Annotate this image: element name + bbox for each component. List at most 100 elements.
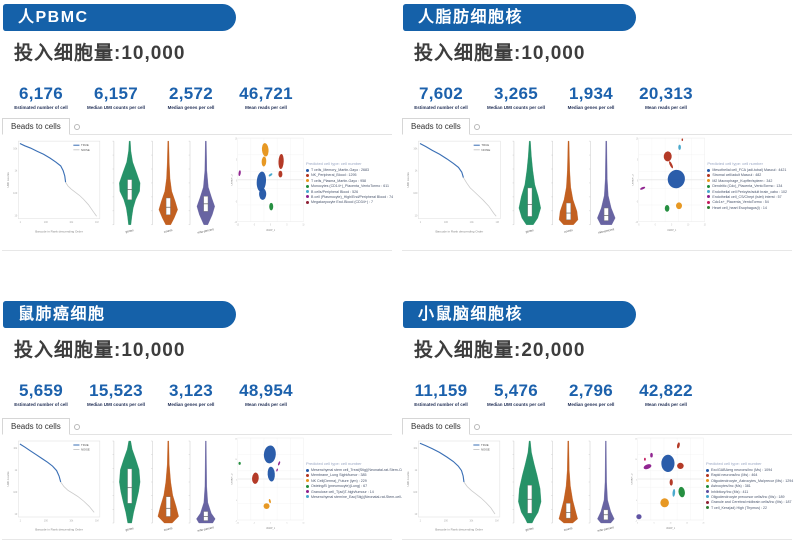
legend-item: Heart cell_heart Esophagus(i) : 14 — [707, 206, 792, 210]
legend-item: B cells/Peripheral Blood : 526 — [306, 190, 392, 194]
legend-item: Rapid neurons/Inc (Ms) : 464 — [706, 473, 792, 477]
svg-text:5: 5 — [671, 224, 673, 226]
legend-label: Megakaryocyte Excl.Blood (CD34+) : 7 — [311, 200, 374, 205]
panel-title: 人脂肪细胞核 — [403, 4, 636, 31]
svg-text:10k: 10k — [413, 447, 418, 450]
legend-label: Monocytes (CD14+)_Placenta_VentoTormo : … — [311, 184, 389, 189]
svg-text:100: 100 — [444, 221, 449, 224]
svg-text:1k: 1k — [415, 170, 418, 173]
legend-item: Oligodendrocyte precursor cells/Inc (Ms)… — [706, 495, 792, 499]
legend-label: NK Cell(Derma)_Future (lym) : 229 — [311, 478, 367, 483]
knee-plot: UMI counts Barcode in Rank descending Ord… — [406, 440, 501, 532]
svg-text:10k: 10k — [413, 147, 418, 150]
svg-text:100: 100 — [44, 520, 49, 523]
stats-row: 6,176 Estimated number of cell 6,157 Med… — [10, 84, 297, 110]
svg-text:100: 100 — [444, 520, 449, 523]
svg-text:15: 15 — [235, 438, 237, 440]
svg-text:-5: -5 — [637, 224, 639, 226]
legend-dot-icon — [306, 490, 309, 494]
legend-item: Granule and Cerebral midbrain cells/Inc … — [706, 500, 792, 504]
svg-text:1M: 1M — [95, 520, 98, 523]
svg-text:100: 100 — [13, 491, 18, 494]
svg-text:NOISE: NOISE — [81, 148, 90, 152]
svg-text:5: 5 — [286, 224, 288, 226]
legend-label: T cells_Plasma_Martin-Gayo : 958 — [311, 178, 367, 183]
legend-dot-icon — [707, 173, 711, 177]
legend-item: T cells_Plasma_Martin-Gayo : 958 — [306, 179, 392, 183]
legend-label: T cell_Kera(ad) High (Thymus) : 22 — [711, 505, 768, 510]
legend-label: Mesothelial cell_FCA (adi-tubal) Mascul … — [712, 168, 787, 172]
svg-text:100: 100 — [413, 192, 418, 195]
legend-dot-icon — [306, 484, 309, 488]
svg-text:10: 10 — [302, 224, 305, 226]
stat-median-umi: 6,157 Median UMI counts per cell — [86, 84, 145, 110]
svg-text:Barcode in Rank descending Ord: Barcode in Rank descending Order — [435, 528, 483, 532]
tab-beads-to-cells[interactable]: Beads to cells — [402, 418, 470, 435]
svg-text:Barcode in Rank descending Ord: Barcode in Rank descending Order — [35, 528, 83, 532]
svg-text:1: 1 — [420, 221, 422, 224]
legend-item: NK_Peripheral_Blood : 1295 — [306, 173, 392, 177]
legend-label: Endothelial cell_CS/Chept (islet) inters… — [712, 194, 782, 199]
tab-circle-icon — [74, 424, 80, 430]
legend-label: T cells_Memory_Martin-Gayo : 2683 — [311, 168, 370, 172]
svg-text:Barcode in Rank descending Ord: Barcode in Rank descending Order — [435, 229, 483, 233]
legend-item: Stromal cell/adult Mascul : 482 — [707, 173, 792, 177]
legend-dot-icon — [306, 473, 309, 477]
panel-mouse-brain-nuclei: 小鼠脑细胞核 投入细胞量:20,000 11,159 Estimated num… — [400, 297, 800, 542]
legend-dot-icon — [306, 168, 309, 172]
legend-label: B cells/Peripheral Blood : 526 — [311, 189, 359, 194]
violin-plot: genes counts mito-percent — [112, 440, 216, 533]
legend-label: Osteing/B (pneumocyte)(Lung) : 67 — [311, 484, 368, 489]
qc-report-card: Beads to cells UMI counts Barcode in Rank… — [402, 418, 793, 540]
legend-dot-icon — [707, 195, 711, 199]
legend-dot-icon — [706, 506, 709, 510]
legend-dot-icon — [707, 206, 711, 210]
legend-item: Megakaryocyte Excl.Blood (CD34+) : 7 — [306, 200, 392, 204]
legend-item: Inhibitory/Inc (Ms) : 411 — [706, 490, 792, 494]
legend-label: Oligodendrocyte precursor cells/Inc (Ms)… — [711, 494, 785, 499]
charts-row: UMI counts Barcode in Rank descending Ord… — [404, 135, 792, 250]
svg-text:10: 10 — [235, 459, 237, 461]
svg-text:15: 15 — [635, 438, 637, 440]
stat-mean-reads: 46,721 Mean reads per cell — [239, 84, 293, 110]
panel-title: 人PBMC — [3, 4, 236, 31]
svg-text:UMAP_1: UMAP_1 — [265, 526, 275, 530]
legend-label: Endothelial cell Pericyte/adult brain_ca… — [712, 189, 788, 194]
svg-text:1: 1 — [20, 221, 22, 224]
svg-text:1: 1 — [420, 520, 422, 523]
svg-text:0: 0 — [270, 522, 271, 524]
legend-dot-icon — [306, 173, 309, 177]
stat-mean-reads: 48,954 Mean reads per cell — [239, 381, 293, 407]
svg-text:TRUE: TRUE — [481, 443, 489, 447]
legend-label: Rapid neurons/Inc (Ms) : 464 — [711, 473, 758, 478]
stat-estimated-cells: 5,659 Estimated number of cell — [14, 381, 68, 407]
tab-beads-to-cells[interactable]: Beads to cells — [2, 118, 70, 135]
svg-text:1k: 1k — [15, 170, 18, 173]
legend-item: T cells_Memory_Martin-Gayo : 2683 — [306, 168, 392, 172]
stat-mean-reads: 42,822 Mean reads per cell — [639, 381, 693, 407]
svg-text:5: 5 — [235, 159, 237, 161]
umap-legend: Predicted cell type: cell number Mesothel… — [707, 135, 792, 211]
legend-dot-icon — [306, 468, 309, 472]
legend-title: Predicted cell type: cell number — [306, 161, 362, 166]
svg-text:10: 10 — [636, 138, 639, 140]
panel-mouse-lung-cancer: 鼠肺癌细胞 投入细胞量:10,000 5,659 Estimated numbe… — [0, 297, 432, 542]
tab-beads-to-cells[interactable]: Beads to cells — [402, 118, 470, 135]
svg-text:100: 100 — [44, 221, 49, 224]
svg-text:-5: -5 — [635, 520, 636, 522]
stats-row: 11,159 Estimated number of cell 5,476 Me… — [410, 381, 697, 407]
charts-row: UMI counts Barcode in Rank descending Ord… — [404, 435, 793, 539]
legend-dot-icon — [706, 495, 709, 499]
legend-item: Membrane_Lung Sight/tumor : 385 — [306, 473, 392, 477]
svg-text:1k: 1k — [15, 469, 18, 472]
panel-title: 鼠肺癌细胞 — [3, 301, 236, 328]
tab-beads-to-cells[interactable]: Beads to cells — [2, 418, 70, 435]
svg-text:0: 0 — [636, 180, 638, 182]
svg-text:0: 0 — [235, 500, 236, 502]
tab-bar: Beads to cells — [2, 118, 392, 135]
svg-text:1M: 1M — [495, 520, 498, 523]
legend-label: M2 Macrophage_Kupffer/spleen : 342 — [712, 178, 773, 183]
svg-text:UMI counts: UMI counts — [406, 471, 410, 487]
